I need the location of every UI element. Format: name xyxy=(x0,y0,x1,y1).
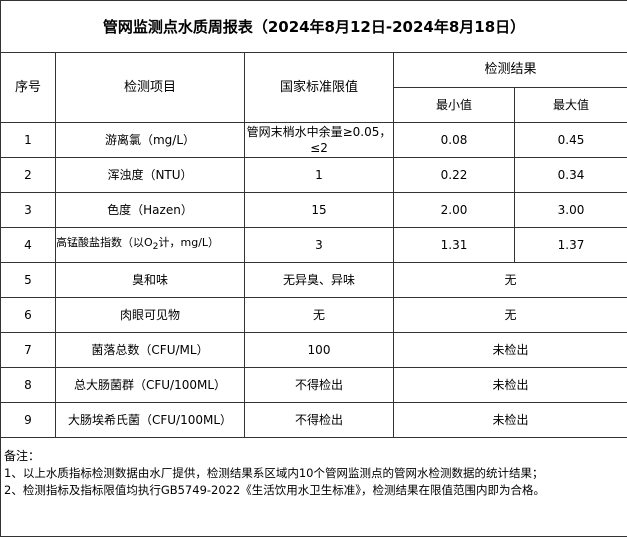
max: 1.37 xyxy=(515,228,627,263)
max: 3.00 xyxy=(515,193,627,228)
item: 高锰酸盐指数（以O2计，mg/L） xyxy=(56,228,245,263)
min: 1.31 xyxy=(394,228,515,263)
header-item: 检测项目 xyxy=(56,53,245,123)
result: 未检出 xyxy=(394,403,627,438)
limit: 无 xyxy=(245,298,394,333)
seq: 9 xyxy=(1,403,56,438)
min: 0.22 xyxy=(394,158,515,193)
item-text: 计，mg/L） xyxy=(159,236,220,249)
seq: 7 xyxy=(1,333,56,368)
item: 肉眼可见物 xyxy=(56,298,245,333)
limit: 100 xyxy=(245,333,394,368)
seq: 8 xyxy=(1,368,56,403)
header-limit: 国家标准限值 xyxy=(245,53,394,123)
limit: 管网末梢水中余量≥0.05，≤2 xyxy=(245,123,394,158)
note-line: 1、以上水质指标检测数据由水厂提供，检测结果系区域内10个管网监测点的管网水检测… xyxy=(4,465,624,482)
item-text: 高锰酸盐指数（以O xyxy=(56,236,153,249)
item: 菌落总数（CFU/ML） xyxy=(56,333,245,368)
result: 无 xyxy=(394,298,627,333)
note-line: 2、检测指标及指标限值均执行GB5749-2022《生活饮用水卫生标准》，检测结… xyxy=(4,482,624,499)
seq: 3 xyxy=(1,193,56,228)
limit: 不得检出 xyxy=(245,368,394,403)
report-title: 管网监测点水质周报表（2024年8月12日-2024年8月18日） xyxy=(1,1,627,53)
result: 未检出 xyxy=(394,368,627,403)
limit: 无异臭、异味 xyxy=(245,263,394,298)
item: 浑浊度（NTU） xyxy=(56,158,245,193)
result: 未检出 xyxy=(394,333,627,368)
min: 2.00 xyxy=(394,193,515,228)
seq: 4 xyxy=(1,228,56,263)
header-result: 检测结果 xyxy=(394,53,627,88)
notes: 备注： 1、以上水质指标检测数据由水厂提供，检测结果系区域内10个管网监测点的管… xyxy=(1,438,627,537)
notes-label: 备注： xyxy=(4,448,624,465)
header-max: 最大值 xyxy=(515,88,627,123)
seq: 6 xyxy=(1,298,56,333)
item: 色度（Hazen） xyxy=(56,193,245,228)
item: 大肠埃希氏菌（CFU/100ML） xyxy=(56,403,245,438)
min: 0.08 xyxy=(394,123,515,158)
max: 0.45 xyxy=(515,123,627,158)
seq: 2 xyxy=(1,158,56,193)
limit: 3 xyxy=(245,228,394,263)
result: 无 xyxy=(394,263,627,298)
header-seq: 序号 xyxy=(1,53,56,123)
limit: 15 xyxy=(245,193,394,228)
limit: 不得检出 xyxy=(245,403,394,438)
header-min: 最小值 xyxy=(394,88,515,123)
seq: 5 xyxy=(1,263,56,298)
limit: 1 xyxy=(245,158,394,193)
item: 游离氯（mg/L） xyxy=(56,123,245,158)
item: 总大肠菌群（CFU/100ML） xyxy=(56,368,245,403)
item: 臭和味 xyxy=(56,263,245,298)
max: 0.34 xyxy=(515,158,627,193)
seq: 1 xyxy=(1,123,56,158)
